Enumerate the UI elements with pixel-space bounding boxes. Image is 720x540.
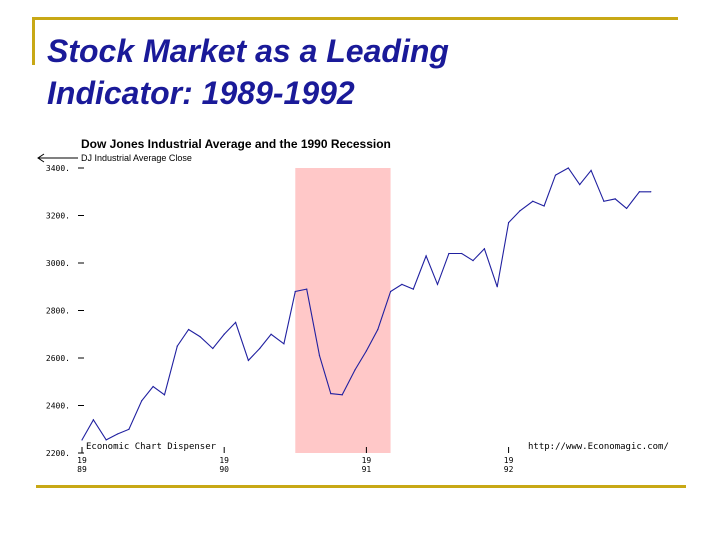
y-tick-label: 3400. — [46, 164, 70, 173]
data-point — [507, 222, 510, 224]
data-point — [472, 260, 474, 262]
data-point — [318, 355, 321, 357]
slide-title-line-1: Stock Market as a Leading — [47, 33, 449, 69]
data-point — [567, 167, 569, 169]
data-point — [590, 169, 592, 171]
legend: DJ Industrial Average Close — [37, 153, 192, 163]
data-point — [330, 393, 332, 395]
data-point — [116, 433, 119, 435]
data-point — [81, 439, 83, 441]
credit-right: http://www.Economagic.com/ — [528, 442, 669, 452]
data-point — [176, 345, 178, 347]
left-accent-rule — [32, 17, 35, 65]
y-tick-label: 2200. — [46, 449, 70, 458]
data-point — [188, 328, 190, 331]
data-point — [650, 191, 652, 193]
data-point — [105, 439, 107, 441]
data-point — [436, 283, 439, 285]
data-point — [212, 347, 214, 350]
data-point — [341, 394, 343, 396]
x-tick-label-bottom: 90 — [219, 465, 229, 474]
data-point — [554, 174, 557, 176]
data-point — [377, 328, 379, 331]
slide-title-line-2: Indicator: 1989-1992 — [47, 75, 355, 111]
recession-band — [295, 168, 391, 453]
data-point — [259, 347, 261, 350]
y-tick-label: 3000. — [46, 259, 70, 268]
x-tick-label-bottom: 92 — [504, 465, 514, 474]
x-tick-label-top: 19 — [362, 456, 372, 465]
x-tick-label-top: 19 — [504, 456, 514, 465]
data-point — [579, 184, 581, 186]
x-tick-label-bottom: 91 — [362, 465, 372, 474]
bottom-accent-rule — [36, 485, 686, 488]
y-tick-label: 2600. — [46, 354, 70, 363]
data-point — [141, 400, 143, 402]
data-point — [425, 255, 427, 257]
x-tick-label-top: 19 — [77, 456, 87, 465]
credit-left: Economic Chart Dispenser — [86, 442, 217, 452]
y-tick-label: 2400. — [46, 402, 70, 411]
data-point — [543, 205, 545, 207]
data-point — [603, 200, 605, 202]
data-point — [638, 191, 641, 193]
data-point — [247, 359, 249, 361]
y-tick-label: 3200. — [46, 212, 70, 221]
data-point — [389, 290, 392, 293]
data-point — [92, 419, 94, 421]
data-point — [163, 394, 166, 396]
y-tick-label: 2800. — [46, 307, 70, 316]
data-point — [128, 428, 130, 430]
data-point — [354, 369, 356, 371]
slide-title: Stock Market as a Leading Indicator: 198… — [47, 30, 449, 114]
data-point — [294, 290, 296, 293]
data-point — [365, 350, 367, 352]
data-point — [461, 252, 463, 255]
data-point — [223, 333, 225, 335]
data-point — [270, 333, 272, 335]
data-point — [283, 343, 285, 345]
data-point — [448, 252, 450, 255]
x-tick-label-top: 19 — [219, 456, 229, 465]
data-point — [496, 286, 498, 288]
data-point — [306, 288, 308, 290]
top-accent-rule — [32, 17, 678, 20]
data-point — [483, 248, 486, 250]
data-point — [412, 288, 414, 290]
data-point — [234, 321, 237, 323]
legend-arrow-head — [37, 153, 45, 163]
data-point — [614, 198, 616, 200]
data-point — [626, 207, 628, 209]
data-point — [199, 336, 201, 338]
data-point — [532, 200, 534, 202]
data-point — [519, 210, 521, 212]
data-point — [152, 385, 154, 388]
chart-title: Dow Jones Industrial Average and the 199… — [81, 137, 391, 151]
data-point — [401, 283, 403, 285]
legend-label: DJ Industrial Average Close — [81, 153, 192, 163]
x-tick-label-bottom: 89 — [77, 465, 87, 474]
